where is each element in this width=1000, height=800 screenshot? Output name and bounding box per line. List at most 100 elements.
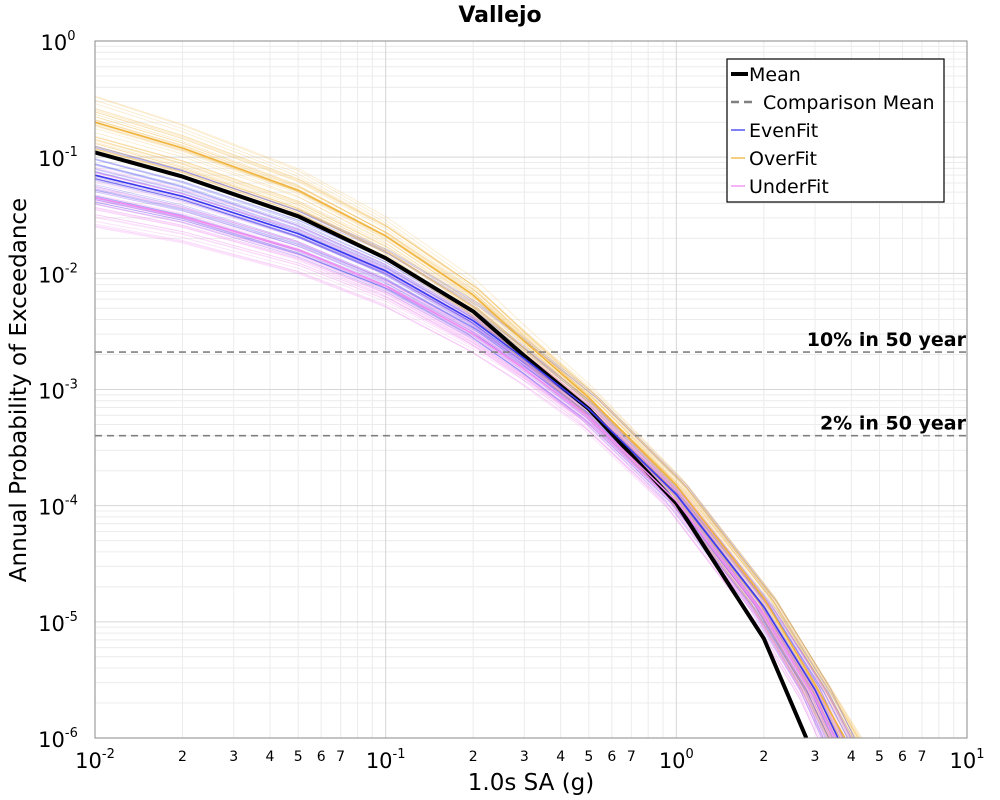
curve-realization <box>94 99 833 739</box>
series-line-overfit <box>94 121 846 739</box>
chart-title: Vallejo <box>458 3 541 28</box>
curve-realization <box>94 103 833 739</box>
plot-frame <box>94 40 968 739</box>
curve-realization <box>94 119 860 739</box>
curve-realization <box>94 158 844 739</box>
curve-realization <box>94 198 827 739</box>
curve-realization <box>94 109 854 739</box>
reference-line-label: 10% in 50 year <box>807 329 967 351</box>
legend-label: EvenFit <box>749 120 818 142</box>
curve-realization <box>94 108 853 739</box>
legend-label: OverFit <box>749 148 817 170</box>
curve-realization <box>94 145 828 739</box>
curve-realization <box>94 123 843 739</box>
curve-realization <box>94 225 831 739</box>
curve-realization <box>94 148 863 739</box>
legend-box <box>726 58 945 203</box>
curve-realization <box>94 207 826 739</box>
y-axis-label: Annual Probability of Exceedance <box>6 198 32 582</box>
y-tick-label: 100 <box>40 29 75 55</box>
curve-realization <box>94 190 832 739</box>
curve-realization <box>94 139 857 739</box>
curve-realization <box>94 171 822 739</box>
curve-realization <box>94 203 826 739</box>
x-tick-label: 10-2 <box>75 747 115 773</box>
curve-realization <box>94 226 831 739</box>
y-tick-label: 10-3 <box>38 378 78 404</box>
curve-realization <box>94 159 844 739</box>
curve-realization <box>94 146 860 739</box>
reference-lines: 10% in 50 year 2% in 50 year <box>95 329 967 437</box>
curve-realization <box>94 107 851 739</box>
curve-realization <box>94 223 824 739</box>
curve-realization <box>94 145 833 739</box>
curve-realization <box>94 194 828 739</box>
x-minor-tick-label: 4 <box>847 749 856 765</box>
x-minor-tick-label: 3 <box>811 749 820 765</box>
x-minor-tick-label: 5 <box>584 749 593 765</box>
legend: Mean Comparison Mean EvenFit OverFit UnderFi… <box>726 58 945 203</box>
curve-realization <box>94 188 847 739</box>
legend-label: Comparison Mean <box>763 92 935 114</box>
x-tick-label: 100 <box>659 747 694 773</box>
curve-realization <box>94 111 859 739</box>
y-tick-label: 10-5 <box>38 610 78 636</box>
curve-realization <box>94 124 854 739</box>
curve-realization <box>94 201 854 739</box>
curve-realization <box>94 185 824 739</box>
curve-realization <box>94 113 831 739</box>
curve-realization <box>94 132 861 739</box>
curve-realization <box>94 136 841 739</box>
curve-realization <box>94 177 825 739</box>
x-minor-tick-label: 5 <box>875 749 884 765</box>
curve-realization <box>94 111 846 739</box>
y-tick-label: 10-2 <box>38 261 78 287</box>
curve-realization <box>94 135 845 739</box>
series-line-underfit <box>94 196 836 739</box>
curve-realization <box>94 148 829 739</box>
legend-label: UnderFit <box>749 176 829 198</box>
curve-realization <box>94 207 832 739</box>
curve-realization <box>94 179 841 739</box>
x-tick-label: 10-1 <box>366 747 406 773</box>
y-tick-label: 10-4 <box>38 494 78 520</box>
curve-realization <box>94 216 836 739</box>
x-axis-label: 1.0s SA (g) <box>468 770 595 796</box>
series-line-mean <box>94 150 809 739</box>
x-minor-tick-label: 2 <box>759 749 768 765</box>
x-tick-label: 101 <box>949 747 984 773</box>
curve-realization <box>94 128 832 739</box>
curve-realization <box>94 191 852 739</box>
x-minor-tick-label: 2 <box>469 749 478 765</box>
x-minor-tick-label: 7 <box>627 749 636 765</box>
curve-realization <box>94 200 821 739</box>
curve-realization <box>94 199 852 739</box>
curve-realization <box>94 199 830 739</box>
curve-realization <box>94 171 822 739</box>
curve-realization <box>94 145 856 739</box>
curve-realization <box>94 176 830 739</box>
series-lines <box>94 121 846 739</box>
curve-realization <box>94 147 851 739</box>
curve-realization <box>94 95 852 739</box>
curve-realization <box>94 214 840 739</box>
y-axis-ticks: 100 10-1 10-2 10-3 10-4 10-5 10-6 <box>38 29 78 752</box>
reference-line-label: 2% in 50 year <box>820 413 967 435</box>
x-minor-tick-label: 3 <box>520 749 529 765</box>
legend-items: Mean Comparison Mean EvenFit OverFit UnderFi… <box>731 64 935 198</box>
x-minor-tick-label: 6 <box>898 749 907 765</box>
curve-realization <box>94 188 849 739</box>
x-minor-tick-label: 4 <box>556 749 565 765</box>
curve-realization <box>94 146 855 739</box>
curve-realization <box>94 198 829 739</box>
curve-realization <box>94 177 837 739</box>
curve-realization <box>94 217 841 739</box>
curve-realization <box>94 148 831 739</box>
series-line-evenfit <box>94 174 839 739</box>
curve-realization <box>94 199 852 739</box>
x-minor-tick-label: 2 <box>178 749 187 765</box>
curve-realization <box>94 201 852 739</box>
curve-realization <box>94 122 830 739</box>
